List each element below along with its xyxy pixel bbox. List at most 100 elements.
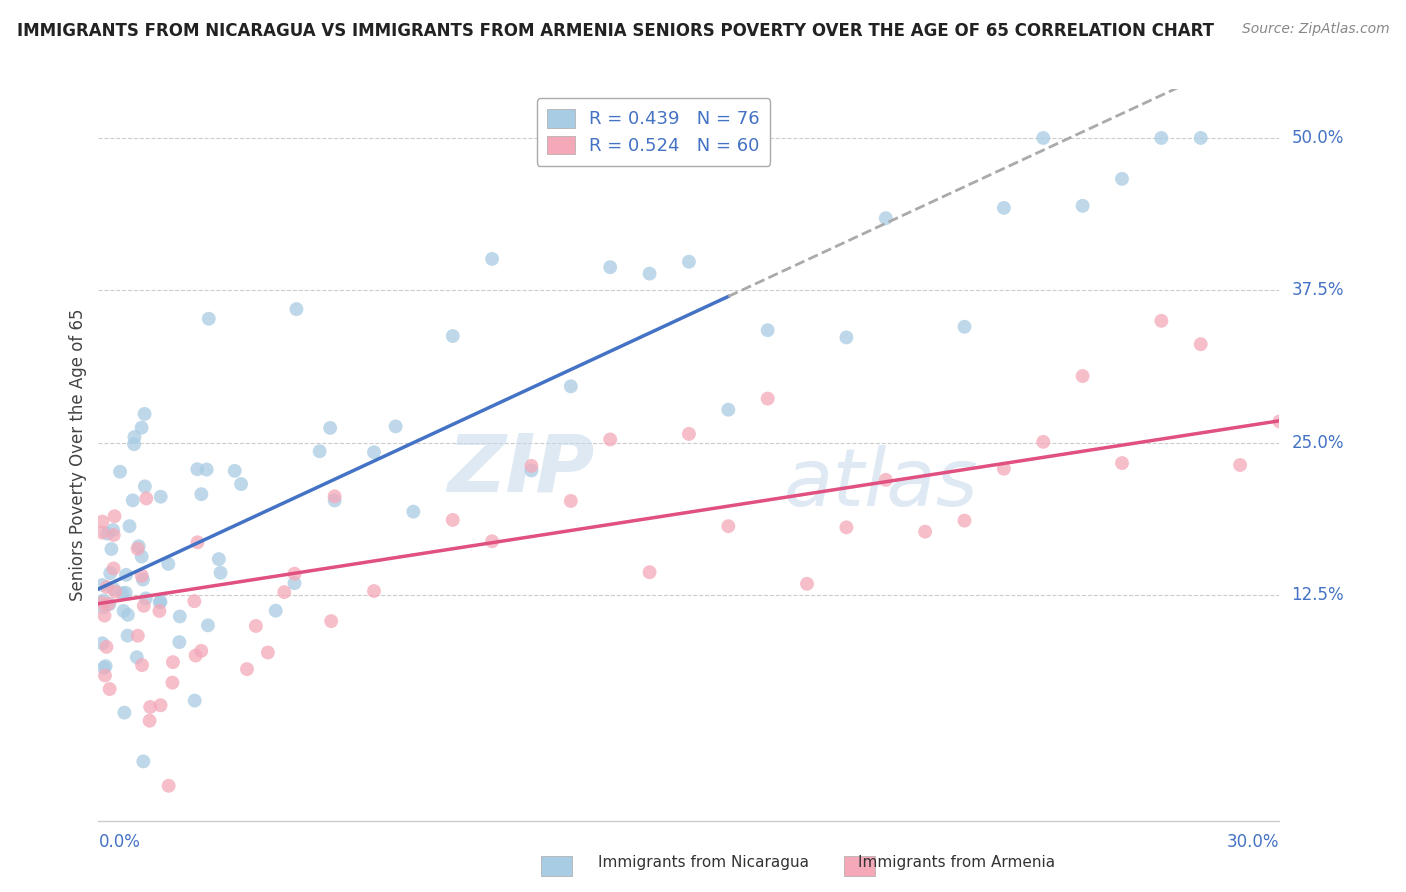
Point bbox=[91, 515, 114, 529]
Point bbox=[134, 407, 156, 421]
Point bbox=[91, 578, 114, 592]
Point bbox=[195, 462, 218, 476]
Point bbox=[1071, 369, 1094, 384]
Point bbox=[1032, 434, 1054, 449]
Point bbox=[1150, 314, 1173, 328]
Point bbox=[323, 489, 346, 503]
Point bbox=[98, 681, 121, 696]
Point bbox=[122, 437, 145, 451]
Point bbox=[111, 586, 134, 600]
Text: Source: ZipAtlas.com: Source: ZipAtlas.com bbox=[1241, 22, 1389, 37]
Text: 50.0%: 50.0% bbox=[1291, 129, 1344, 147]
Point bbox=[953, 514, 976, 528]
Point bbox=[186, 535, 208, 549]
Point bbox=[678, 254, 700, 268]
Point bbox=[162, 675, 184, 690]
Point bbox=[875, 211, 897, 226]
Point bbox=[149, 490, 172, 504]
Point bbox=[115, 567, 138, 582]
Point bbox=[208, 552, 231, 566]
Point bbox=[103, 528, 125, 542]
Point bbox=[94, 668, 117, 682]
Point bbox=[953, 319, 976, 334]
Point bbox=[717, 402, 740, 417]
Point bbox=[283, 576, 305, 591]
Point bbox=[236, 662, 259, 676]
Point bbox=[157, 557, 180, 571]
Legend: R = 0.439   N = 76, R = 0.524   N = 60: R = 0.439 N = 76, R = 0.524 N = 60 bbox=[537, 98, 770, 166]
Point bbox=[599, 260, 621, 275]
Point bbox=[128, 539, 150, 553]
Point bbox=[1189, 337, 1212, 351]
Point bbox=[131, 549, 153, 564]
Point bbox=[138, 714, 160, 728]
Point bbox=[402, 505, 425, 519]
Point bbox=[97, 597, 120, 611]
Point bbox=[93, 608, 115, 623]
Point bbox=[264, 604, 287, 618]
Point bbox=[256, 645, 278, 659]
Point bbox=[103, 582, 125, 596]
Point bbox=[186, 462, 208, 476]
Point bbox=[131, 569, 153, 583]
Point bbox=[1111, 172, 1133, 186]
Point bbox=[1032, 131, 1054, 145]
Point bbox=[183, 594, 205, 608]
Point bbox=[131, 658, 153, 673]
Point bbox=[98, 566, 121, 581]
Point bbox=[127, 541, 149, 556]
Point bbox=[323, 493, 346, 508]
Point bbox=[993, 201, 1015, 215]
Point bbox=[124, 430, 146, 444]
Text: 0.0%: 0.0% bbox=[98, 833, 141, 851]
Point bbox=[560, 494, 582, 508]
Point bbox=[132, 755, 155, 769]
Point bbox=[209, 566, 232, 580]
Point bbox=[96, 580, 118, 594]
Text: 37.5%: 37.5% bbox=[1291, 281, 1344, 300]
Text: Immigrants from Armenia: Immigrants from Armenia bbox=[858, 855, 1054, 870]
Point bbox=[135, 491, 157, 506]
Point bbox=[273, 585, 295, 599]
Point bbox=[162, 655, 184, 669]
Point bbox=[914, 524, 936, 539]
Text: atlas: atlas bbox=[783, 445, 979, 524]
Point bbox=[91, 636, 114, 650]
Point bbox=[1111, 456, 1133, 470]
Text: IMMIGRANTS FROM NICARAGUA VS IMMIGRANTS FROM ARMENIA SENIORS POVERTY OVER THE AG: IMMIGRANTS FROM NICARAGUA VS IMMIGRANTS … bbox=[17, 22, 1213, 40]
Point bbox=[114, 585, 136, 599]
Point bbox=[599, 433, 621, 447]
Point bbox=[308, 444, 330, 458]
Point bbox=[148, 604, 170, 618]
Point bbox=[93, 661, 115, 675]
Point bbox=[756, 392, 779, 406]
Point bbox=[756, 323, 779, 337]
Point bbox=[91, 600, 114, 615]
Point bbox=[993, 461, 1015, 475]
Point bbox=[481, 534, 503, 549]
Point bbox=[91, 525, 114, 540]
Point bbox=[835, 330, 858, 344]
Point bbox=[96, 640, 118, 654]
Point bbox=[112, 706, 135, 720]
Point bbox=[103, 561, 125, 575]
Text: 25.0%: 25.0% bbox=[1291, 434, 1344, 451]
Point bbox=[183, 693, 205, 707]
Point bbox=[127, 629, 149, 643]
Point bbox=[101, 523, 124, 537]
Point bbox=[94, 659, 117, 673]
Point bbox=[363, 584, 385, 599]
Point bbox=[108, 465, 131, 479]
Point bbox=[1150, 131, 1173, 145]
Point bbox=[1071, 199, 1094, 213]
Point bbox=[1268, 415, 1291, 429]
Point bbox=[96, 526, 118, 541]
Y-axis label: Seniors Poverty Over the Age of 65: Seniors Poverty Over the Age of 65 bbox=[69, 309, 87, 601]
Point bbox=[560, 379, 582, 393]
Point bbox=[1189, 131, 1212, 145]
Point bbox=[184, 648, 207, 663]
Point bbox=[197, 618, 219, 632]
Point bbox=[157, 779, 180, 793]
Point bbox=[441, 513, 464, 527]
Point bbox=[104, 584, 127, 599]
